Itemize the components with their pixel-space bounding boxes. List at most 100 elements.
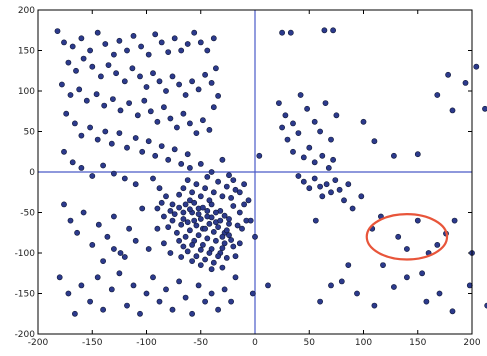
data-point <box>202 298 208 305</box>
data-point <box>89 173 96 179</box>
data-point <box>158 199 165 206</box>
data-point <box>195 232 202 239</box>
data-point <box>171 211 178 217</box>
data-point <box>95 221 102 228</box>
data-point <box>89 63 96 70</box>
y-tick-label: 200 <box>18 6 35 16</box>
data-point <box>197 216 204 222</box>
x-tick-label: 150 <box>409 338 426 348</box>
data-point <box>180 209 187 216</box>
data-point <box>116 270 123 277</box>
data-point <box>132 181 139 188</box>
data-point <box>226 216 232 222</box>
data-point <box>160 213 167 220</box>
data-point <box>176 237 182 244</box>
data-point <box>134 112 141 119</box>
data-point <box>101 102 108 109</box>
data-point <box>279 29 285 36</box>
data-point <box>104 233 111 240</box>
data-point <box>126 100 133 106</box>
data-point <box>234 222 241 229</box>
data-point <box>206 250 213 256</box>
data-point <box>163 193 169 200</box>
data-point <box>451 217 458 224</box>
data-point <box>189 258 195 264</box>
data-point <box>87 47 93 54</box>
data-point <box>204 173 211 180</box>
data-point <box>349 205 356 212</box>
data-point <box>345 262 352 268</box>
data-point <box>176 81 182 88</box>
data-point <box>193 222 200 229</box>
data-point <box>297 92 304 98</box>
data-point <box>371 302 378 309</box>
data-point <box>94 136 101 143</box>
data-point <box>462 80 469 86</box>
data-point <box>449 107 456 114</box>
data-point <box>333 112 340 119</box>
data-point <box>319 193 326 200</box>
data-point <box>284 136 291 143</box>
data-point <box>141 97 148 104</box>
data-point <box>484 302 487 309</box>
data-point <box>321 27 328 34</box>
y-tick-label: -150 <box>15 290 36 300</box>
data-point <box>180 110 187 117</box>
data-point <box>212 65 219 72</box>
data-point <box>445 71 451 78</box>
data-point <box>434 241 441 248</box>
data-point <box>202 256 208 263</box>
data-point <box>249 290 256 297</box>
data-point <box>236 209 243 216</box>
data-point <box>110 96 116 102</box>
data-point <box>232 186 239 193</box>
y-tick-label: 50 <box>24 128 36 138</box>
data-point <box>184 248 191 255</box>
data-point <box>167 207 174 214</box>
data-point <box>113 70 119 77</box>
data-point <box>152 152 159 159</box>
data-point <box>74 229 80 236</box>
data-point <box>219 156 226 163</box>
data-point <box>202 71 208 78</box>
data-point <box>178 160 185 167</box>
data-point <box>290 120 296 127</box>
data-point <box>256 152 263 159</box>
data-point <box>219 264 226 271</box>
x-tick-label: 50 <box>304 338 316 348</box>
data-point <box>265 282 271 289</box>
data-point <box>61 201 67 208</box>
data-point <box>150 70 156 77</box>
x-tick-label: 100 <box>355 338 372 348</box>
data-point <box>87 124 93 131</box>
data-point <box>230 203 237 209</box>
data-point <box>156 298 163 305</box>
data-point <box>197 246 204 253</box>
data-point <box>436 290 443 297</box>
data-point <box>121 175 128 182</box>
data-point <box>245 197 252 204</box>
data-point <box>202 185 208 192</box>
data-point <box>173 124 180 131</box>
data-point <box>184 219 191 226</box>
data-point <box>217 217 224 224</box>
plot-frame <box>37 9 473 335</box>
data-point <box>108 140 115 147</box>
data-point <box>117 250 124 256</box>
data-point <box>247 217 254 224</box>
data-point <box>295 130 302 136</box>
data-point <box>215 93 221 99</box>
data-point <box>210 35 217 42</box>
data-point <box>163 286 169 293</box>
data-point <box>61 39 67 46</box>
data-point <box>332 177 339 183</box>
data-point <box>473 63 480 70</box>
data-point <box>434 92 441 98</box>
data-point <box>63 110 70 117</box>
data-point <box>223 227 230 234</box>
data-point <box>150 175 156 182</box>
y-tick-label: -200 <box>15 330 36 340</box>
data-point <box>178 221 185 228</box>
data-point <box>221 240 228 247</box>
data-point <box>354 290 360 297</box>
